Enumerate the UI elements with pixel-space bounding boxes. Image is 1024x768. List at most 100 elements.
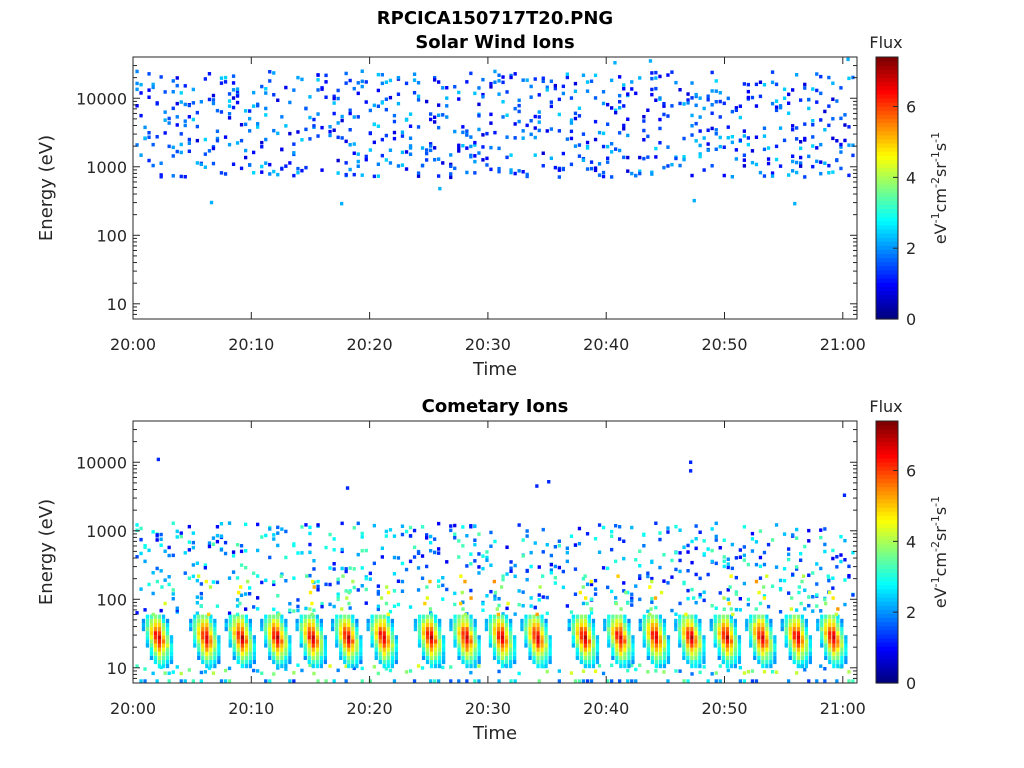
flux-cell bbox=[824, 643, 828, 648]
flux-cell bbox=[199, 596, 203, 600]
flux-cell bbox=[469, 155, 473, 159]
flux-cell bbox=[359, 651, 363, 656]
flux-cell bbox=[836, 622, 840, 628]
flux-cell bbox=[292, 609, 296, 613]
flux-cell bbox=[268, 70, 272, 74]
colorbar-swatch bbox=[876, 110, 898, 115]
flux-cell bbox=[682, 651, 686, 656]
flux-cell bbox=[630, 525, 634, 530]
flux-cell bbox=[209, 647, 213, 652]
flux-cell bbox=[694, 631, 698, 636]
flux-cell bbox=[240, 659, 244, 665]
flux-cell bbox=[533, 77, 537, 81]
flux-cell bbox=[537, 93, 541, 97]
colorbar-tick-label: 2 bbox=[906, 239, 916, 258]
flux-cell bbox=[589, 579, 593, 584]
flux-cell bbox=[264, 113, 268, 117]
flux-cell bbox=[557, 175, 561, 179]
flux-cell bbox=[386, 590, 391, 595]
flux-cell bbox=[215, 136, 220, 141]
flux-cell bbox=[666, 530, 670, 534]
flux-cell bbox=[528, 618, 532, 623]
flux-cell bbox=[615, 618, 619, 623]
flux-cell bbox=[187, 115, 191, 119]
flux-cell bbox=[623, 651, 627, 656]
flux-cell bbox=[316, 588, 320, 592]
flux-cell bbox=[694, 618, 698, 623]
flux-cell bbox=[421, 622, 426, 628]
flux-cell bbox=[638, 76, 642, 80]
flux-cell bbox=[284, 124, 288, 128]
flux-cell bbox=[477, 679, 481, 683]
flux-cell bbox=[417, 635, 422, 640]
flux-cell bbox=[303, 627, 307, 632]
colorbar-swatch bbox=[876, 617, 898, 623]
flux-cell bbox=[492, 622, 497, 628]
flux-cell bbox=[614, 110, 618, 115]
colorbar-swatch bbox=[876, 298, 898, 304]
flux-cell bbox=[167, 679, 171, 683]
flux-cell bbox=[670, 104, 674, 108]
flux-cell bbox=[252, 655, 256, 660]
flux-cell bbox=[615, 622, 619, 628]
colorbar-unit: eV-1cm-2sr-1s-1 bbox=[929, 496, 950, 608]
flux-cell bbox=[135, 523, 139, 527]
flux-cell bbox=[753, 627, 757, 632]
flux-cell bbox=[610, 679, 614, 683]
colorbar-swatch bbox=[876, 192, 898, 197]
flux-cell bbox=[769, 647, 773, 652]
flux-cell bbox=[844, 639, 848, 644]
flux-cell bbox=[545, 543, 549, 547]
flux-cell bbox=[725, 635, 729, 640]
flux-cell bbox=[762, 585, 766, 589]
flux-cell bbox=[678, 163, 682, 168]
flux-cell bbox=[618, 525, 622, 529]
flux-cell bbox=[469, 562, 473, 566]
flux-cell bbox=[725, 643, 729, 648]
flux-cell bbox=[796, 655, 800, 660]
flux-cell bbox=[808, 659, 812, 665]
flux-cell bbox=[819, 566, 823, 571]
flux-cell bbox=[816, 627, 820, 632]
flux-cell bbox=[199, 670, 203, 675]
colorbar-swatch bbox=[876, 527, 898, 533]
flux-cell bbox=[183, 84, 187, 88]
flux-cell bbox=[239, 138, 244, 143]
flux-cell bbox=[195, 161, 199, 165]
flux-cell bbox=[575, 635, 579, 640]
flux-cell bbox=[601, 671, 606, 676]
flux-cell bbox=[832, 635, 836, 640]
flux-cell bbox=[844, 647, 848, 652]
flux-cell bbox=[473, 659, 477, 665]
flux-cell bbox=[248, 647, 252, 652]
flux-cell bbox=[650, 647, 654, 652]
flux-cell bbox=[165, 643, 170, 648]
flux-cell bbox=[622, 104, 626, 108]
flux-cell bbox=[272, 169, 276, 174]
flux-cell bbox=[165, 659, 170, 665]
flux-cell bbox=[745, 627, 749, 632]
flux-cell bbox=[774, 670, 779, 674]
flux-cell bbox=[607, 614, 611, 619]
flux-cell bbox=[331, 627, 335, 632]
flux-cell bbox=[469, 525, 473, 529]
flux-cell bbox=[227, 92, 232, 96]
flux-cell bbox=[630, 596, 634, 601]
flux-cell bbox=[529, 596, 533, 600]
flux-cell bbox=[662, 655, 667, 660]
flux-cell bbox=[587, 664, 591, 669]
flux-cell bbox=[761, 647, 765, 652]
flux-cell bbox=[642, 622, 646, 628]
flux-cell bbox=[376, 174, 380, 178]
colorbar-swatch bbox=[876, 151, 898, 156]
flux-cell bbox=[429, 655, 434, 660]
flux-cell bbox=[800, 647, 804, 652]
flux-cell bbox=[601, 144, 606, 149]
colorbar-swatch bbox=[876, 609, 898, 615]
flux-cell bbox=[528, 631, 532, 636]
flux-cell bbox=[662, 631, 667, 636]
flux-cell bbox=[698, 129, 702, 133]
flux-cell bbox=[392, 130, 397, 135]
flux-cell bbox=[315, 651, 319, 656]
flux-cell bbox=[694, 103, 698, 108]
